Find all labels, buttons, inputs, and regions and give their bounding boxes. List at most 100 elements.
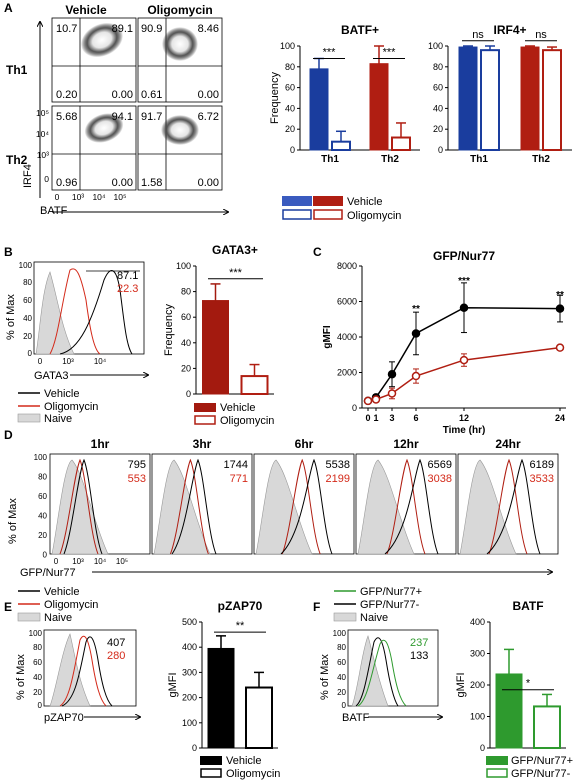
naive-histogram <box>153 459 211 555</box>
tick-y: 100 <box>29 629 43 638</box>
bar <box>207 647 235 749</box>
panel-label-b: B <box>4 245 13 259</box>
legend-label-gfp-pos: GFP/Nur77+ <box>360 586 422 598</box>
oligomycin-histogram <box>488 458 528 555</box>
significance-label: *** <box>323 46 337 58</box>
legend-label-vehicle: Vehicle <box>44 586 79 598</box>
x-axis-label: pZAP70 <box>44 712 84 724</box>
legend-label-gfp-neg: GFP/Nur77- <box>511 768 571 780</box>
oligomycin-histogram <box>386 458 426 555</box>
significance-label: ** <box>236 620 245 632</box>
legend-label-vehicle: Vehicle <box>347 196 382 208</box>
y-tick-label: 500 <box>182 617 197 627</box>
tick-x: 10⁵ <box>116 557 128 566</box>
tick-x: 10⁴ <box>94 357 107 366</box>
tick-y: 10⁵ <box>36 108 49 118</box>
quad-ul: 91.7 <box>141 111 162 123</box>
value-vehicle: 6189 <box>530 459 554 471</box>
chart-pzap70: pZAP70 0 100 200 300 400 500 gMFI ** <box>167 599 278 753</box>
density-cluster <box>84 113 124 143</box>
oligomycin-histogram <box>49 268 101 355</box>
y-tick-label: 100 <box>470 712 485 722</box>
gate-value-oligomycin: 22.3 <box>117 283 138 295</box>
legend-swatch-naive <box>333 612 357 622</box>
tick-y: 10³ <box>37 150 49 160</box>
flow-plots-a: Vehicle Oligomycin Th1 Th2 10.7 89.1 0.2… <box>6 3 228 217</box>
oligomycin-histogram <box>169 458 209 555</box>
vehicle-histogram <box>61 636 113 707</box>
histogram-ticks: 100 80 60 40 20 0 <box>29 629 43 710</box>
legend-f: GFP/Nur77+ GFP/Nur77- Naive <box>333 586 422 624</box>
tick-y: 20 <box>23 332 32 341</box>
y-tick-label: 300 <box>470 649 485 659</box>
tick-y: 0 <box>28 349 33 358</box>
dot-plot-frame <box>137 105 223 191</box>
chart-title: pZAP70 <box>218 599 263 613</box>
dot-plot-frame <box>137 17 223 103</box>
row-th1: Th1 <box>6 63 28 77</box>
y-tick-label: 80 <box>181 287 191 297</box>
x-axis-label: BATF <box>40 205 68 217</box>
tick-y: 0 <box>43 551 48 560</box>
value-gfp-pos: 237 <box>410 637 428 649</box>
chart-title: BATF+ <box>341 23 379 37</box>
y-tick-label: 40 <box>285 103 295 113</box>
chart-title: GATA3+ <box>212 243 258 257</box>
quad-ll: 0.20 <box>56 89 77 101</box>
chart-batf: BATF+ 0 20 40 60 80 100 Frequency Th1 Th2 *** *** <box>269 23 420 165</box>
x-tick-label: 0 <box>365 413 370 423</box>
legend-label-vehicle: Vehicle <box>226 755 261 767</box>
y-tick-label: 200 <box>182 693 197 703</box>
tick-y: 60 <box>337 658 346 667</box>
data-point <box>411 329 421 338</box>
panel-label-d: D <box>4 428 13 442</box>
naive-histogram <box>35 271 75 355</box>
legend-label-oligomycin: Oligomycin <box>347 210 401 222</box>
bar <box>533 705 561 749</box>
legend-swatch-red-filled <box>313 196 343 206</box>
dot-plot-frame <box>51 105 137 191</box>
x-axis-label: GATA3 <box>34 370 68 382</box>
legend-a: Vehicle Oligomycin <box>282 196 401 222</box>
histogram-gata3: 87.1 22.3 100 80 60 40 20 0 0 10³ 10⁴ % … <box>5 261 148 425</box>
value-vehicle: 1744 <box>224 459 248 471</box>
data-point <box>387 389 397 398</box>
y-tick-label: 20 <box>433 124 443 134</box>
histogram-batf: 237 133 100 80 60 40 20 0 % of Max BATF … <box>319 586 442 724</box>
x-axis-label: BATF <box>342 712 370 724</box>
chart-title: IRF4+ <box>493 23 526 37</box>
data-point <box>555 343 565 352</box>
y-tick-label: 0 <box>438 145 443 155</box>
legend-b-bars: Vehicle Oligomycin <box>194 402 274 427</box>
quad-lr: 0.00 <box>112 89 133 101</box>
quad-lr: 0.00 <box>198 89 219 101</box>
value-vehicle: 795 <box>128 459 146 471</box>
y-tick-label: 400 <box>182 642 197 652</box>
chart-title: GFP/Nur77 <box>433 249 495 263</box>
significance-label: ** <box>412 304 420 315</box>
tick-x: 10⁴ <box>92 192 105 202</box>
legend-e-bars: Vehicle Oligomycin <box>200 755 280 780</box>
chart-title: BATF <box>512 599 543 613</box>
y-tick-label: 4000 <box>337 332 357 342</box>
x-tick-label: 1 <box>373 413 378 423</box>
significance-label: *** <box>383 46 397 58</box>
y-tick-label: 400 <box>470 617 485 627</box>
x-tick-label: Th1 <box>470 154 488 165</box>
legend-swatch-gfp-pos <box>486 756 508 765</box>
y-tick-label: 60 <box>285 83 295 93</box>
legend-e: Vehicle Oligomycin Naive <box>17 586 98 624</box>
value-oligomycin: 3038 <box>428 473 452 485</box>
x-tick-label: Th1 <box>321 154 339 165</box>
histograms-d: 1hr 795 553 100 80 60 40 20 00 10³ 10⁴ 10⁵ 3hr 1744 77… <box>34 437 559 566</box>
col-oligomycin: Oligomycin <box>147 3 212 17</box>
legend-label-naive: Naive <box>44 413 72 425</box>
data-point <box>387 370 397 379</box>
legend-swatch-vehicle <box>200 756 222 765</box>
y-tick-label: 300 <box>182 667 197 677</box>
legend-swatch-naive <box>17 413 41 423</box>
tick-x: 10³ <box>72 557 84 566</box>
tick-x: 10⁴ <box>94 557 107 566</box>
y-axis-label: Frequency <box>269 72 281 124</box>
value-oligomycin: 771 <box>230 473 248 485</box>
